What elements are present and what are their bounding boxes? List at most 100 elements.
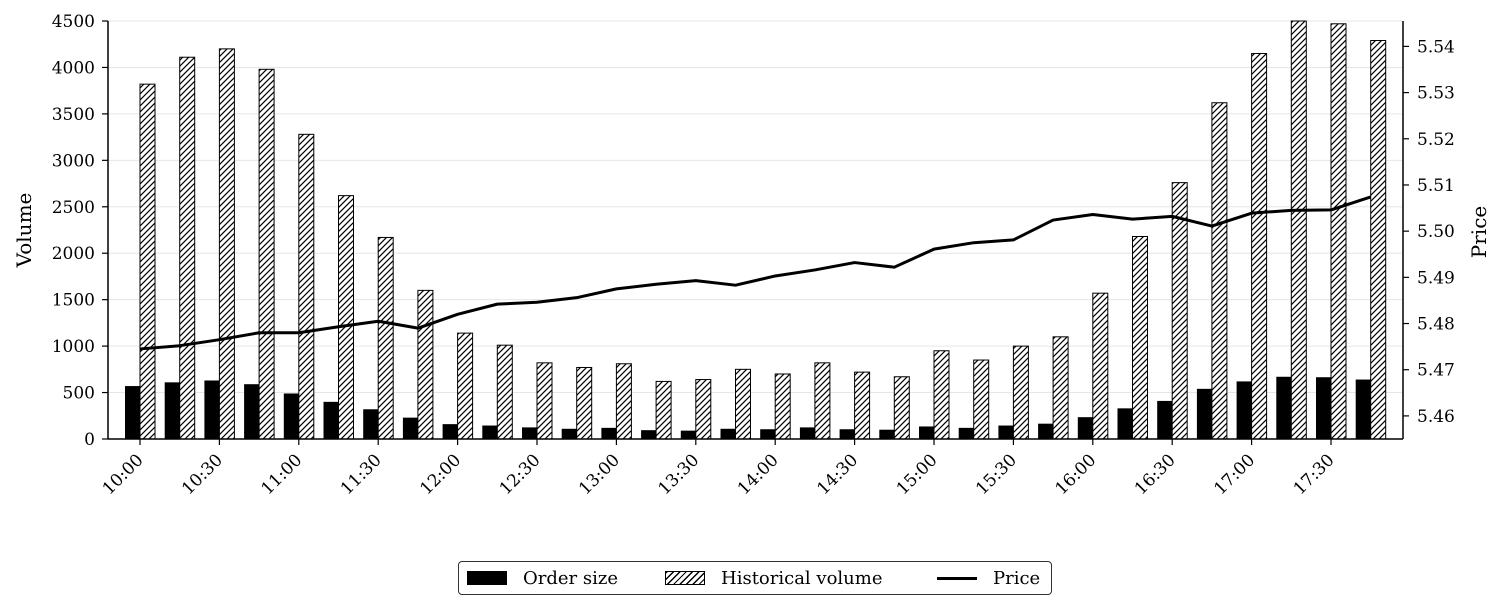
bar-historical-volume (179, 56, 196, 440)
y2-tick-label: 5.54 (1417, 37, 1455, 57)
y2-tick-label: 5.51 (1417, 176, 1455, 196)
bar-historical-volume (655, 380, 672, 440)
x-tick-label: 15:00 (893, 450, 942, 499)
legend-item-price: Price (937, 562, 1040, 594)
bar-historical-volume (1012, 345, 1029, 440)
x-tick-label: 17:30 (1290, 450, 1339, 499)
bar-order-size (799, 427, 815, 439)
bar-historical-volume (695, 379, 712, 440)
x-tick-label: 13:00 (575, 450, 624, 499)
y2-tick-label: 5.53 (1417, 84, 1455, 104)
bar-order-size (1355, 379, 1371, 439)
bar-order-size (1077, 417, 1093, 439)
bar-historical-volume (973, 359, 990, 440)
bar-group (125, 20, 1387, 440)
bar-order-size (1117, 408, 1133, 439)
bar-order-size (680, 430, 696, 439)
bar-historical-volume (1330, 23, 1347, 440)
bar-historical-volume (218, 48, 235, 440)
x-tick-label: 15:30 (972, 450, 1021, 499)
bar-historical-volume (615, 363, 632, 440)
legend-swatch-line (937, 576, 977, 580)
y-tick-label: 0 (84, 430, 95, 450)
bar-historical-volume (1171, 182, 1188, 440)
bar-historical-volume (854, 371, 871, 440)
bar-order-size (204, 380, 220, 439)
legend-swatch-hatched (665, 571, 705, 585)
bar-historical-volume (536, 362, 553, 440)
legend: Order size Historical volume Price (458, 561, 1052, 595)
bar-order-size (402, 417, 418, 439)
bar-order-size (1236, 381, 1252, 439)
legend-label: Historical volume (721, 567, 883, 589)
x-tick-label: 14:00 (734, 450, 783, 499)
bar-historical-volume (496, 344, 513, 440)
y-tick-label: 1000 (52, 337, 95, 357)
y-tick-label: 3500 (52, 105, 95, 125)
price-line (139, 195, 1372, 351)
y2-tick-label: 5.47 (1417, 361, 1455, 381)
legend-item-historical-volume: Historical volume (665, 562, 883, 594)
bar-historical-volume (576, 366, 593, 440)
bar-order-size (919, 426, 934, 439)
y-tick-label: 4000 (52, 58, 95, 78)
x-tick-label: 12:00 (416, 450, 465, 499)
x-tick-label: 10:00 (99, 450, 148, 499)
y-tick-label: 2500 (52, 198, 95, 218)
bar-order-size (482, 425, 498, 439)
bar-historical-volume (457, 332, 474, 440)
bar-historical-volume (1052, 336, 1069, 440)
bar-historical-volume (1290, 20, 1307, 440)
x-tick-label: 12:30 (496, 450, 545, 499)
bar-historical-volume (1092, 292, 1109, 440)
bar-historical-volume (735, 368, 751, 440)
y2-tick-label: 5.50 (1417, 222, 1455, 242)
bar-historical-volume (338, 195, 354, 440)
bar-order-size (641, 430, 657, 439)
legend-label: Order size (523, 567, 618, 589)
y2-tick-label: 5.49 (1417, 268, 1455, 288)
y-tick-label: 3000 (52, 151, 95, 171)
bar-historical-volume (298, 133, 315, 440)
bar-order-size (1038, 423, 1054, 439)
x-tick-label: 11:00 (258, 450, 307, 499)
y2-tick-label: 5.48 (1417, 315, 1455, 335)
bar-historical-volume (893, 376, 910, 440)
grid-lines (108, 20, 1403, 394)
bar-order-size (839, 429, 855, 439)
x-tick-label: 11:30 (337, 450, 386, 499)
bar-historical-volume (933, 350, 950, 440)
bar-order-size (1316, 377, 1331, 439)
bar-historical-volume (258, 68, 275, 440)
bar-order-size (283, 393, 299, 439)
bar-order-size (561, 428, 577, 439)
x-tick-label: 16:00 (1052, 450, 1101, 499)
y-axis-title: Volume (12, 193, 36, 269)
bar-order-size (1157, 400, 1173, 439)
legend-item-order-size: Order size (467, 562, 618, 594)
x-tick-label: 16:30 (1131, 450, 1180, 499)
bar-historical-volume (139, 83, 156, 440)
y2-tick-label: 5.46 (1417, 407, 1455, 427)
x-tick-label: 17:00 (1210, 450, 1259, 499)
bar-order-size (958, 427, 974, 439)
y-tick-label: 4500 (52, 12, 95, 32)
legend-label: Price (993, 567, 1041, 589)
bar-historical-volume (1211, 102, 1228, 440)
y-tick-label: 1500 (52, 291, 95, 311)
bar-historical-volume (1370, 40, 1387, 440)
bar-historical-volume (774, 373, 791, 440)
legend-swatch-solid (467, 571, 507, 585)
bar-order-size (760, 429, 776, 439)
x-tick-label: 13:30 (655, 450, 704, 499)
bar-order-size (244, 384, 260, 439)
bar-order-size (601, 427, 617, 439)
bar-order-size (164, 382, 180, 439)
x-tick-label: 14:30 (813, 450, 862, 499)
bar-historical-volume (814, 362, 831, 440)
x-tick-label: 10:30 (178, 450, 227, 499)
bar-historical-volume (1132, 236, 1148, 440)
bar-order-size (323, 401, 339, 439)
bar-order-size (1196, 388, 1212, 439)
